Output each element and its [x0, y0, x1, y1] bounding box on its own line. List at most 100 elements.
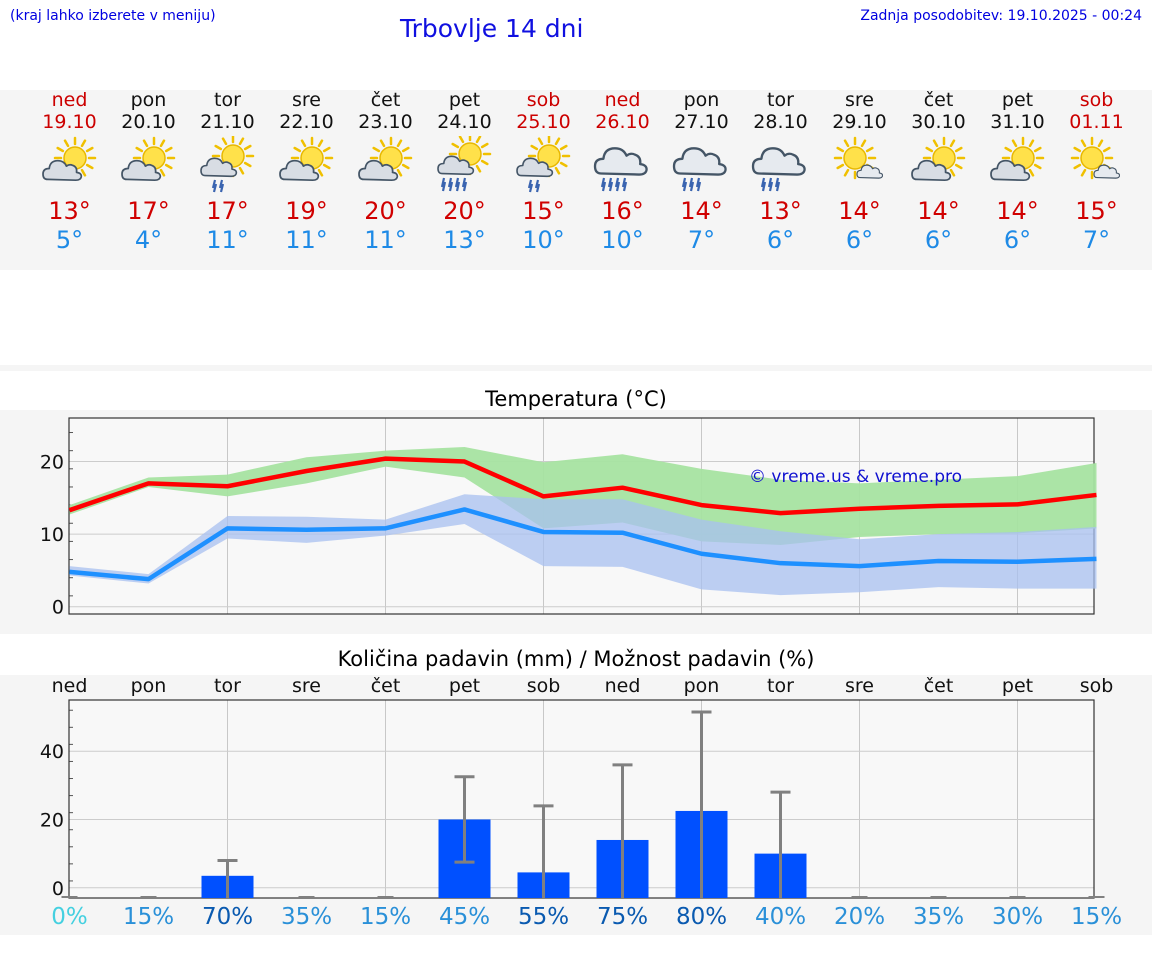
last-update: Zadnja posodobitev: 19.10.2025 - 00:24	[860, 8, 1142, 24]
day-date: 19.10	[42, 111, 97, 133]
precip-day-name: čet	[923, 675, 954, 697]
temperature-chart-title: Temperatura (°C)	[485, 387, 667, 411]
temp-min: 11°	[206, 226, 249, 254]
precip-day-name: pet	[448, 675, 481, 697]
precip-day-name: čet	[370, 675, 401, 697]
day-name: pet	[448, 89, 481, 111]
day-name: sre	[292, 89, 321, 111]
plot-area	[69, 700, 1094, 898]
temp-min: 4°	[134, 226, 163, 254]
min-temp-line	[69, 507, 1097, 582]
temp-max: 15°	[522, 197, 565, 225]
cloud-sun-icon	[118, 136, 178, 196]
temperature-chart: 0 10 20	[40, 417, 1097, 619]
day-date: 26.10	[595, 111, 650, 133]
cloud-sun-icon	[355, 136, 415, 196]
precip-probability: 80%	[675, 904, 728, 930]
temp-max: 17°	[127, 197, 170, 225]
precip-probability: 30%	[991, 904, 1044, 930]
divider-band	[0, 365, 1152, 371]
day-name: čet	[370, 89, 401, 111]
precip-day-name: tor	[214, 675, 241, 697]
precip-probability: 75%	[596, 904, 649, 930]
temp-min: 7°	[687, 226, 716, 254]
precip-day-name: ned	[604, 675, 641, 697]
temp-min: 6°	[924, 226, 953, 254]
temp-max: 14°	[996, 197, 1039, 225]
day-date: 23.10	[358, 111, 413, 133]
precipitation-chart-title: Količina padavin (mm) / Možnost padavin …	[337, 647, 815, 671]
forecast-band	[0, 90, 1152, 270]
sun-cloud-light-rain-icon	[197, 134, 257, 196]
temp-max: 19°	[285, 197, 328, 225]
day-date: 01.11	[1069, 111, 1124, 133]
day-date: 25.10	[516, 111, 571, 133]
precip-day-name: pon	[130, 675, 167, 697]
temp-max: 13°	[759, 197, 802, 225]
page-title: Trbovlje 14 dni	[400, 14, 584, 43]
day-date: 22.10	[279, 111, 334, 133]
precip-day-name: tor	[767, 675, 794, 697]
day-date: 28.10	[753, 111, 808, 133]
temp-max: 14°	[838, 197, 881, 225]
temp-min: 13°	[443, 226, 486, 254]
day-date: 30.10	[911, 111, 966, 133]
temp-min: 5°	[55, 226, 84, 254]
precip-probability: 15%	[359, 904, 412, 930]
temp-max: 14°	[917, 197, 960, 225]
precip-probability: 15%	[1070, 904, 1123, 930]
temp-min: 11°	[285, 226, 328, 254]
precip-day-name: pet	[1001, 675, 1034, 697]
day-name: tor	[214, 89, 241, 111]
temp-min: 11°	[364, 226, 407, 254]
day-name: pon	[130, 89, 167, 111]
day-name: ned	[604, 89, 641, 111]
y-tick-label: 20	[40, 452, 64, 474]
day-name: sre	[845, 89, 874, 111]
sun-small-cloud-icon	[829, 136, 889, 196]
day-name: sob	[526, 89, 561, 111]
day-name: pet	[1001, 89, 1034, 111]
cloud-sun-icon	[908, 136, 968, 196]
precip-day-name: pon	[683, 675, 720, 697]
cloud-rain-icon	[750, 136, 810, 196]
precip-probability: 35%	[280, 904, 333, 930]
sun-small-cloud-icon	[1066, 136, 1126, 196]
precip-probability: 55%	[517, 904, 570, 930]
temp-max: 13°	[48, 197, 91, 225]
day-date: 29.10	[832, 111, 887, 133]
cloud-rain-icon	[671, 136, 731, 196]
max-temp-line	[68, 456, 1097, 516]
temp-max: 20°	[364, 197, 407, 225]
plot-border	[68, 699, 1095, 899]
y-tick-label: 0	[52, 597, 64, 619]
temp-min: 6°	[766, 226, 795, 254]
precip-probability: 70%	[201, 904, 254, 930]
day-date: 27.10	[674, 111, 729, 133]
temp-max: 16°	[601, 197, 644, 225]
day-name: sob	[1079, 89, 1114, 111]
precip-probability: 0%	[51, 904, 88, 930]
temp-min: 6°	[845, 226, 874, 254]
precip-day-name: sre	[845, 675, 874, 697]
precip-day-name: sob	[526, 675, 561, 697]
day-date: 20.10	[121, 111, 176, 133]
temp-min: 10°	[601, 226, 644, 254]
temp-min: 6°	[1003, 226, 1032, 254]
watermark: © vreme.us & vreme.pro	[749, 467, 963, 487]
temp-max: 17°	[206, 197, 249, 225]
precip-day-name: ned	[51, 675, 88, 697]
precip-day-name: sob	[1079, 675, 1114, 697]
max-temp-range-band	[69, 447, 1097, 546]
day-name: pon	[683, 89, 720, 111]
y-tick-label: 0	[52, 878, 64, 900]
cloud-sun-icon	[39, 136, 99, 196]
temp-max: 15°	[1075, 197, 1118, 225]
temp-max: 14°	[680, 197, 723, 225]
location-hint[interactable]: (kraj lahko izberete v meniju)	[10, 8, 216, 24]
cloud-sun-icon	[987, 136, 1047, 196]
temp-min: 7°	[1082, 226, 1111, 254]
day-name: čet	[923, 89, 954, 111]
sun-cloud-light-rain-icon	[513, 134, 573, 196]
temp-min: 10°	[522, 226, 565, 254]
